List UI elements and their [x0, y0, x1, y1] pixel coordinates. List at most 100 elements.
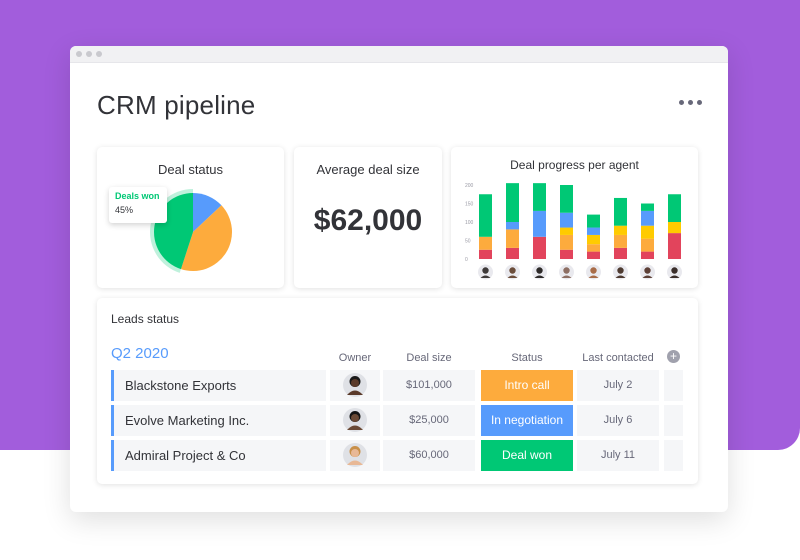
agent-avatar-face	[482, 267, 489, 274]
deal-size-value: $25,000	[409, 414, 449, 426]
bar-segment[interactable]	[641, 251, 654, 259]
owner-cell[interactable]	[330, 370, 380, 401]
bar-segment[interactable]	[668, 222, 681, 234]
board-title: Leads status	[111, 312, 180, 326]
deal-progress-bar-chart[interactable]: 200 150 100 50 0	[451, 147, 698, 288]
tooltip-value: 45%	[115, 205, 134, 215]
bar-segment[interactable]	[587, 244, 600, 252]
deal-size-cell[interactable]: $25,000	[383, 405, 475, 436]
bar-segment[interactable]	[506, 222, 519, 230]
status-badge[interactable]: Deal won	[481, 440, 573, 471]
average-deal-value: $62,000	[313, 204, 423, 237]
agent-avatar-face	[644, 267, 651, 274]
agent-avatar-body	[669, 275, 680, 278]
deal-size-value: $101,000	[406, 379, 452, 391]
last-contacted-cell[interactable]: July 2	[577, 370, 659, 401]
deal-size-cell[interactable]: $101,000	[383, 370, 475, 401]
owner-cell[interactable]	[330, 405, 380, 436]
last-contacted-value: July 11	[600, 449, 636, 461]
tooltip-label: Deals won	[115, 191, 160, 201]
bar-segment[interactable]	[560, 249, 573, 259]
status-label: In negotiation	[490, 413, 564, 427]
last-contacted-cell[interactable]: July 6	[577, 405, 659, 436]
bar-segment[interactable]	[641, 210, 654, 226]
window-titlebar	[70, 46, 728, 63]
bar-segment[interactable]	[533, 210, 546, 237]
window-dot-icon[interactable]	[86, 51, 92, 57]
bar-segment[interactable]	[614, 247, 627, 259]
deal-size-value: $60,000	[409, 449, 449, 461]
add-column-icon[interactable]: +	[667, 350, 680, 363]
pie-slice[interactable]	[193, 193, 222, 232]
status-badge[interactable]: Intro call	[481, 370, 573, 401]
empty-cell[interactable]	[664, 440, 683, 471]
bar-segment[interactable]	[479, 249, 492, 259]
column-header-owner[interactable]: Owner	[338, 352, 372, 364]
owner-cell[interactable]	[330, 440, 380, 471]
window-dot-icon[interactable]	[76, 51, 82, 57]
bar-segment[interactable]	[506, 247, 519, 259]
lead-name: Evolve Marketing Inc.	[125, 413, 250, 428]
owner-avatar[interactable]	[343, 443, 367, 467]
y-tick-label: 200	[465, 183, 474, 189]
lead-name-cell[interactable]: Admiral Project & Co	[111, 440, 326, 471]
status-label: Deal won	[501, 448, 553, 462]
widget-title: Average deal size	[316, 162, 420, 177]
lead-name-cell[interactable]: Evolve Marketing Inc.	[111, 405, 326, 436]
bar-segment[interactable]	[560, 212, 573, 228]
more-horizontal-icon[interactable]	[679, 100, 702, 105]
bar-segment[interactable]	[533, 236, 546, 259]
deal-progress-widget[interactable]: Deal progress per agent 200 150 100 50 0	[451, 147, 698, 288]
deal-status-widget[interactable]: Deal status Deals won 45%	[97, 147, 284, 288]
bar-segment[interactable]	[479, 236, 492, 250]
bar-segment[interactable]	[641, 203, 654, 211]
lead-name: Blackstone Exports	[125, 378, 237, 393]
bar-segment[interactable]	[587, 227, 600, 235]
column-header-deal-size[interactable]: Deal size	[406, 352, 452, 364]
deal-size-cell[interactable]: $60,000	[383, 440, 475, 471]
agent-avatar-body	[615, 275, 626, 278]
window-dot-icon[interactable]	[96, 51, 102, 57]
bar-segment[interactable]	[668, 194, 681, 222]
bar-segment[interactable]	[587, 214, 600, 228]
bar-segment[interactable]	[560, 234, 573, 250]
bar-segment[interactable]	[641, 225, 654, 239]
bar-segment[interactable]	[614, 234, 627, 248]
agent-avatar-body	[534, 275, 545, 278]
owner-avatar[interactable]	[343, 408, 367, 432]
bar-segment[interactable]	[506, 183, 519, 222]
bar-segment[interactable]	[614, 225, 627, 235]
bar-segment[interactable]	[479, 194, 492, 237]
bar-segment[interactable]	[614, 197, 627, 226]
pie-tooltip: Deals won 45%	[109, 187, 167, 223]
agent-avatar-body	[480, 275, 491, 278]
bar-segment[interactable]	[587, 234, 600, 245]
average-deal-size-widget[interactable]: Average deal size $62,000	[294, 147, 442, 288]
app-window: CRM pipeline Deal status Deals won 45% A…	[70, 46, 728, 512]
column-header-last-contacted[interactable]: Last contacted	[582, 352, 654, 364]
agent-avatar-face	[590, 267, 597, 274]
bar-segment[interactable]	[506, 229, 519, 248]
bar-segment[interactable]	[533, 183, 546, 211]
column-header-status[interactable]: Status	[511, 352, 543, 364]
agent-avatar-face	[671, 267, 678, 274]
agent-avatar-body	[588, 275, 599, 278]
widget-title: Deal progress per agent	[510, 158, 639, 172]
last-contacted-cell[interactable]: July 11	[577, 440, 659, 471]
y-tick-label: 100	[465, 220, 474, 226]
bar-segment[interactable]	[560, 227, 573, 235]
bar-segment[interactable]	[641, 238, 654, 252]
bar-segment[interactable]	[560, 185, 573, 213]
status-badge[interactable]: In negotiation	[481, 405, 573, 436]
bar-segment[interactable]	[668, 233, 681, 259]
owner-avatar[interactable]	[343, 373, 367, 397]
lead-name-cell[interactable]: Blackstone Exports	[111, 370, 326, 401]
bar-segment[interactable]	[587, 251, 600, 259]
group-title[interactable]: Q2 2020	[111, 345, 169, 362]
empty-cell[interactable]	[664, 405, 683, 436]
pie-slice[interactable]	[180, 205, 232, 271]
page-title: CRM pipeline	[97, 90, 256, 120]
agent-avatar-face	[563, 267, 570, 274]
y-tick-label: 150	[465, 202, 474, 208]
empty-cell[interactable]	[664, 370, 683, 401]
